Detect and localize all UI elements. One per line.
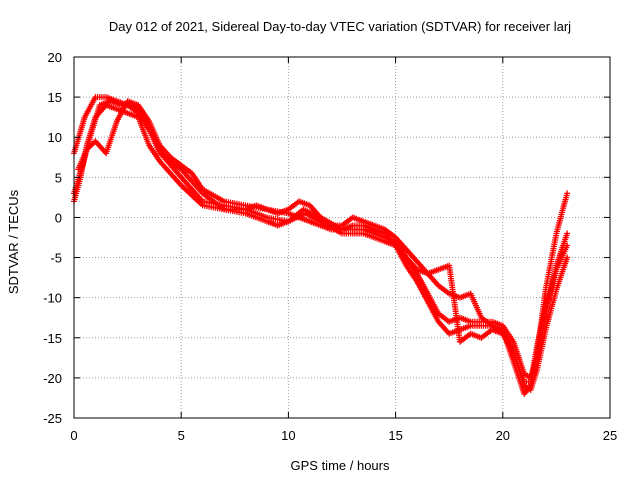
x-tick-label: 5 [178, 428, 185, 443]
y-tick-label: -10 [43, 291, 62, 306]
y-tick-label: -25 [43, 411, 62, 426]
track-a-point [564, 254, 571, 261]
y-tick-label: 15 [48, 90, 62, 105]
x-axis-label: GPS time / hours [291, 458, 390, 473]
x-tick-label: 25 [603, 428, 617, 443]
data-points [71, 94, 571, 397]
plot-frame [73, 56, 611, 419]
x-tick-label: 15 [388, 428, 402, 443]
y-tick-label: 20 [48, 50, 62, 65]
y-axis-label: SDTVAR / TECUs [6, 189, 21, 294]
track-d-point [564, 242, 571, 249]
y-tick-label: -15 [43, 331, 62, 346]
y-tick-label: -5 [50, 251, 62, 266]
y-tick-label: 5 [55, 170, 62, 185]
grid-lines [74, 57, 610, 418]
axis-ticks: 0 5 10 15 20 25 -25 -20 -15 -10 -5 0 5 10 15 20 [43, 50, 617, 443]
x-tick-label: 20 [496, 428, 510, 443]
y-tick-label: -20 [43, 371, 62, 386]
x-tick-label: 0 [70, 428, 77, 443]
track-c-point [564, 190, 571, 197]
chart-title: Day 012 of 2021, Sidereal Day-to-day VTE… [109, 19, 571, 34]
y-tick-label: 10 [48, 130, 62, 145]
x-tick-label: 10 [281, 428, 295, 443]
y-tick-label: 0 [55, 210, 62, 225]
track-b-point [564, 230, 571, 237]
